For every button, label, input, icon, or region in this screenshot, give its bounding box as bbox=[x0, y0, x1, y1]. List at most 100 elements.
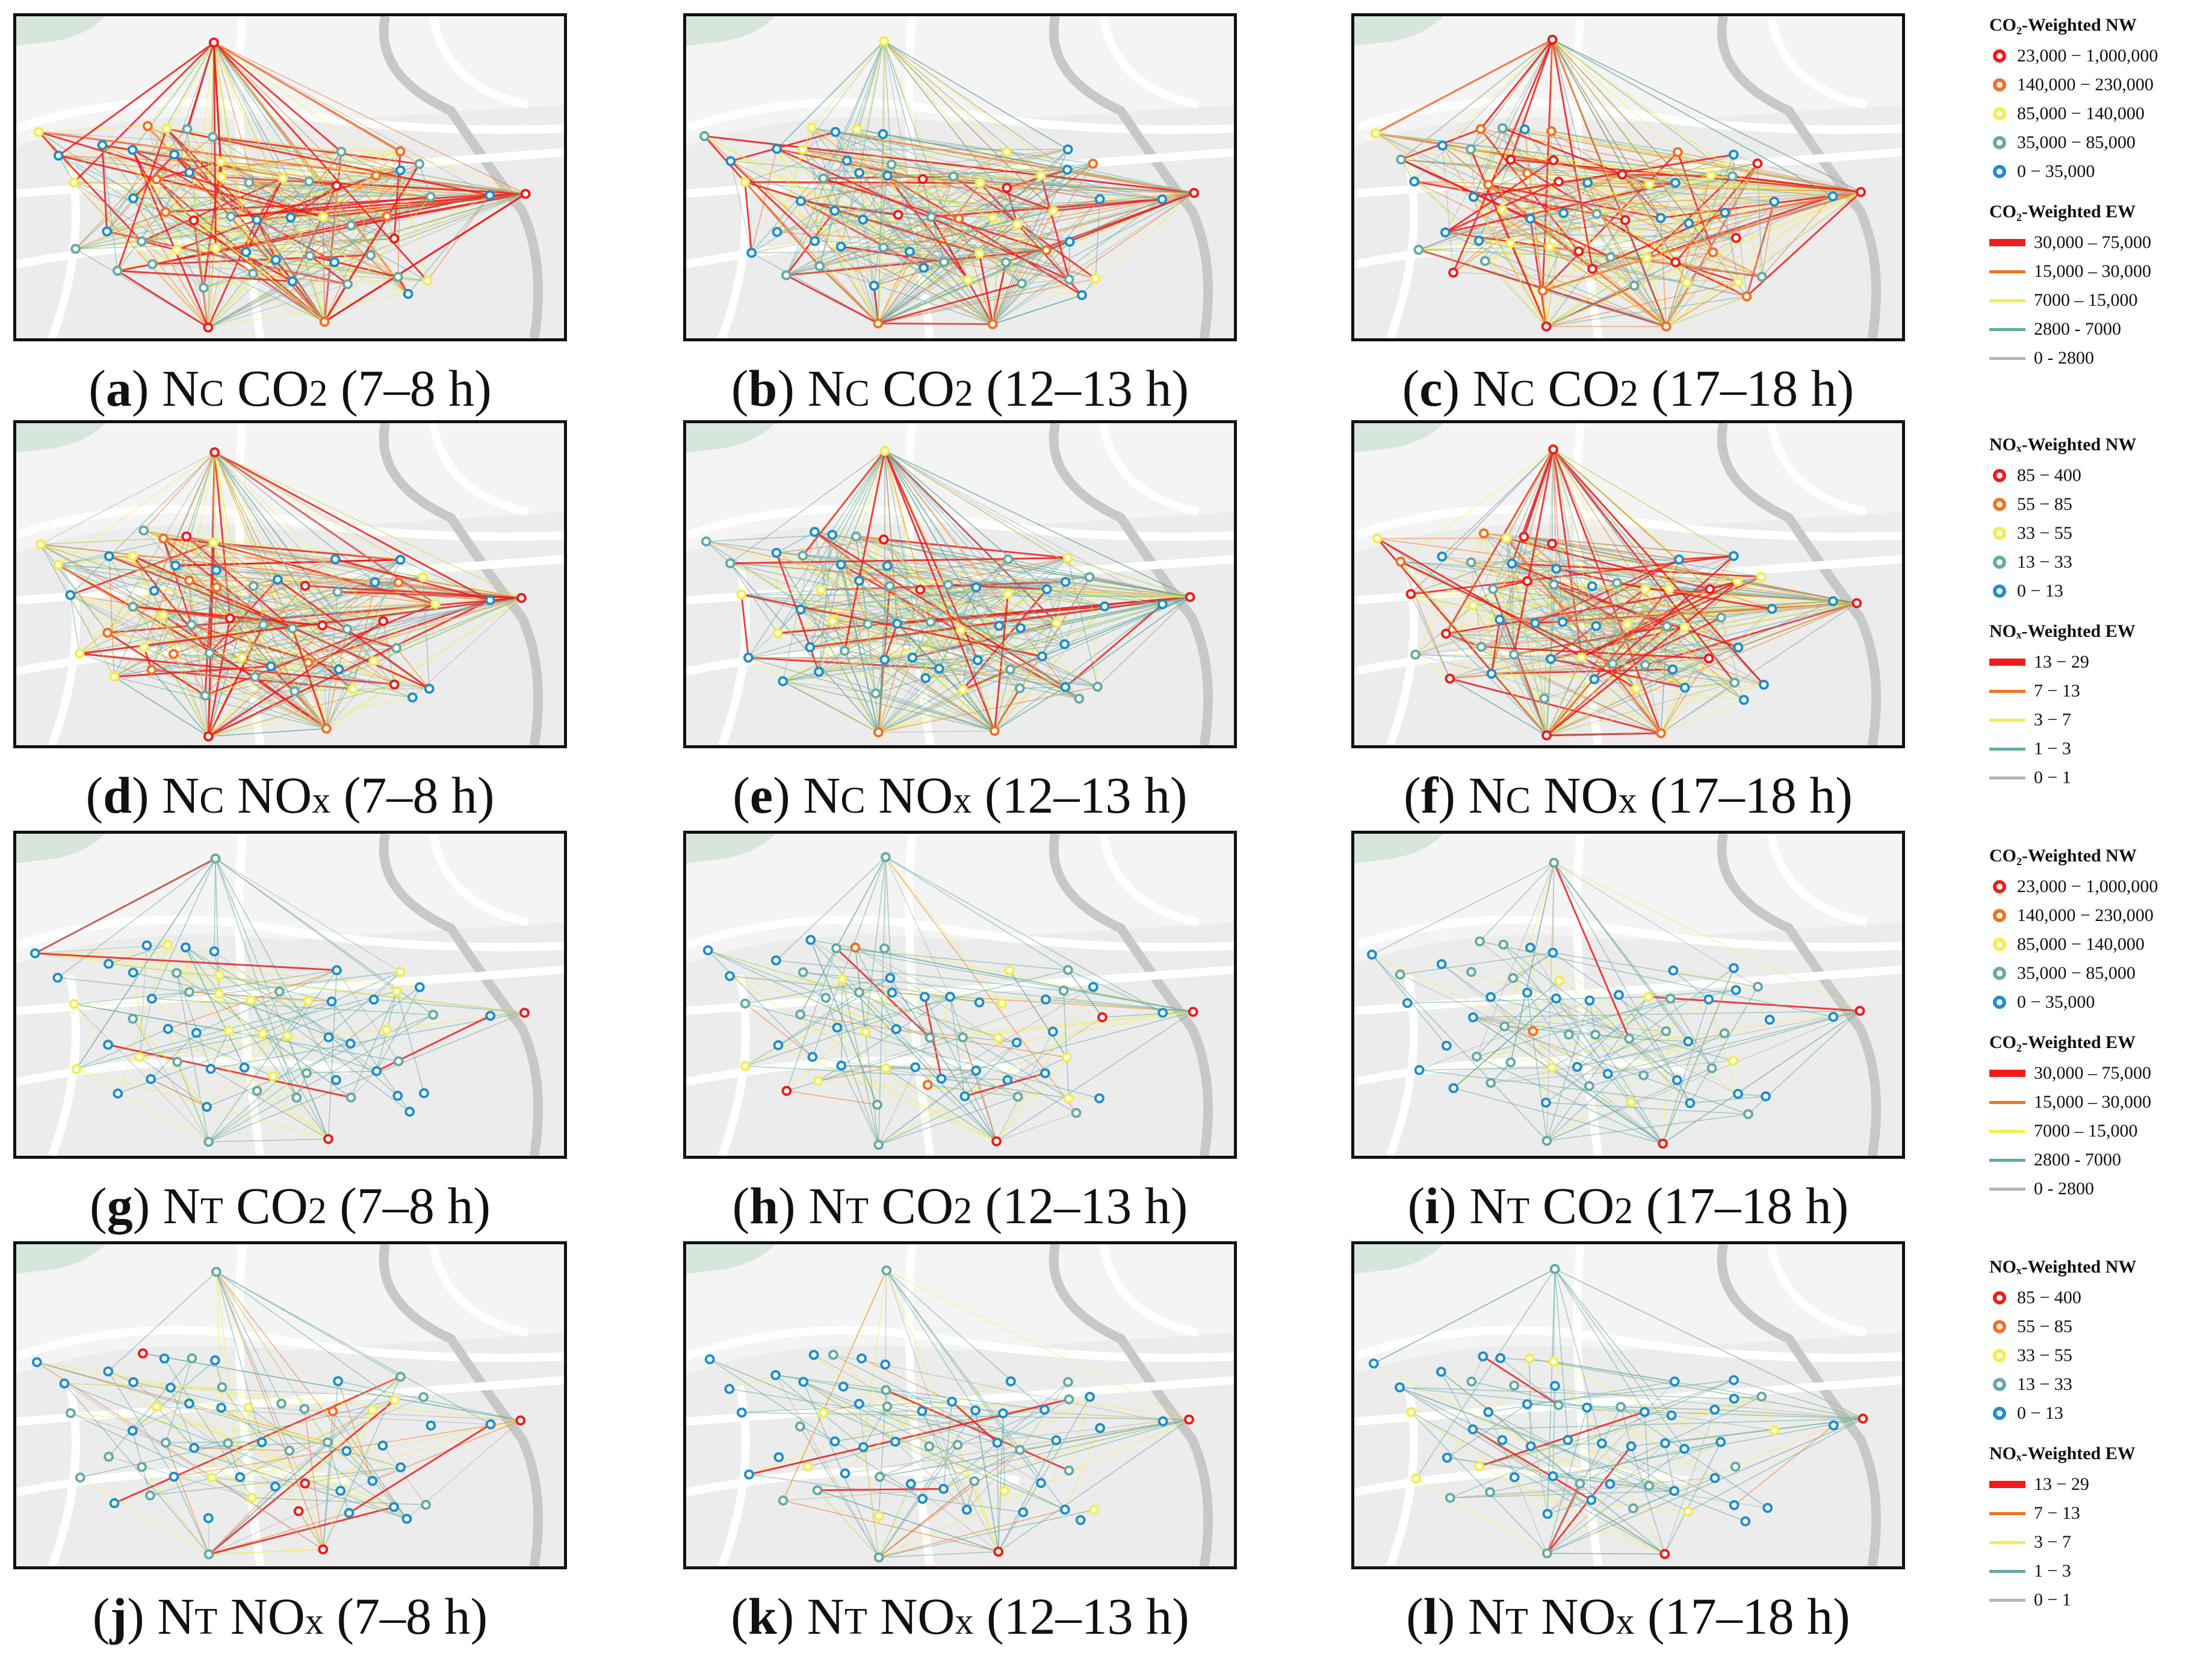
edge bbox=[885, 1067, 997, 1142]
node bbox=[1012, 1091, 1023, 1102]
node-class-1-icon bbox=[1993, 469, 2006, 482]
caption-open: ( bbox=[1404, 766, 1421, 824]
edge bbox=[290, 217, 311, 256]
edge bbox=[220, 161, 395, 239]
edge bbox=[923, 182, 981, 268]
edge bbox=[291, 628, 327, 729]
edge bbox=[208, 261, 335, 328]
caption-c: (c) NC CO2 (17–18 h) bbox=[1297, 362, 1959, 414]
edge bbox=[1491, 673, 1661, 734]
node bbox=[1584, 1081, 1594, 1091]
caption-subscript: T bbox=[1505, 1601, 1528, 1642]
node bbox=[1011, 1037, 1022, 1048]
edge bbox=[1510, 1010, 1860, 1063]
edge bbox=[885, 857, 1003, 1004]
node bbox=[158, 533, 169, 544]
edge bbox=[996, 1112, 1077, 1142]
edge bbox=[1636, 687, 1744, 701]
edge bbox=[213, 42, 401, 152]
edge bbox=[332, 1410, 407, 1519]
node bbox=[1476, 642, 1487, 652]
edge bbox=[293, 628, 397, 649]
edge bbox=[962, 689, 996, 731]
edge bbox=[817, 1410, 923, 1491]
edge bbox=[974, 1419, 1189, 1482]
edge bbox=[943, 1382, 1068, 1489]
edge bbox=[844, 650, 995, 731]
edge bbox=[58, 155, 75, 183]
node bbox=[1466, 557, 1476, 568]
edge bbox=[996, 1011, 1194, 1142]
edge bbox=[1554, 1361, 1762, 1397]
edge bbox=[1648, 996, 1860, 1012]
edge bbox=[1732, 175, 1861, 193]
node bbox=[1508, 973, 1519, 984]
node bbox=[1727, 171, 1738, 182]
edge bbox=[58, 155, 325, 323]
edge bbox=[1674, 261, 1747, 297]
legend-label: 85,000 − 140,000 bbox=[2017, 104, 2145, 123]
node bbox=[138, 642, 149, 653]
node-class-1-icon bbox=[1993, 880, 2006, 893]
node bbox=[235, 1472, 246, 1483]
edge bbox=[262, 1033, 377, 1072]
edge bbox=[207, 618, 231, 737]
edge bbox=[1441, 963, 1689, 1042]
caption-letter: f bbox=[1420, 766, 1439, 824]
caption-network: ) N bbox=[1442, 359, 1510, 417]
node bbox=[1590, 1029, 1601, 1040]
edge bbox=[117, 154, 175, 271]
caption-pollutant: CO2 bbox=[224, 359, 328, 417]
node bbox=[1733, 1088, 1743, 1099]
edge bbox=[213, 42, 409, 294]
node bbox=[414, 982, 425, 993]
edge bbox=[886, 1270, 976, 1411]
edge bbox=[962, 1011, 1194, 1038]
edge bbox=[786, 253, 980, 276]
node bbox=[1544, 241, 1555, 252]
edge bbox=[1601, 1443, 1675, 1492]
legend-label: 13 − 33 bbox=[2017, 1374, 2072, 1394]
node bbox=[151, 1401, 162, 1412]
edge bbox=[1415, 555, 1734, 656]
edge bbox=[1479, 941, 1644, 1076]
edge bbox=[1664, 1409, 1715, 1554]
edge bbox=[878, 323, 993, 325]
edge bbox=[1502, 209, 1725, 213]
node bbox=[1664, 583, 1674, 594]
edge bbox=[1757, 163, 1861, 193]
edge bbox=[859, 1403, 998, 1444]
edge bbox=[1551, 1067, 1664, 1144]
node bbox=[1041, 245, 1052, 255]
edge bbox=[1546, 1075, 1644, 1141]
node bbox=[1000, 257, 1011, 268]
edge bbox=[841, 1065, 915, 1068]
network-map-panel-k bbox=[683, 1241, 1237, 1569]
edge bbox=[1644, 1411, 1863, 1419]
edge bbox=[878, 187, 1008, 324]
edge bbox=[143, 530, 436, 605]
node bbox=[987, 319, 998, 329]
node bbox=[836, 1060, 847, 1071]
edge bbox=[73, 182, 291, 218]
edge bbox=[163, 559, 401, 616]
node bbox=[1468, 191, 1479, 202]
basemap-road bbox=[48, 1385, 80, 1566]
node bbox=[1445, 1492, 1455, 1503]
edge bbox=[1502, 128, 1861, 193]
node bbox=[1703, 653, 1714, 664]
edge bbox=[1671, 1415, 1775, 1431]
edge bbox=[400, 559, 491, 601]
node bbox=[1088, 982, 1098, 992]
edge bbox=[186, 536, 401, 560]
edge bbox=[1414, 533, 1484, 655]
edge bbox=[338, 1380, 521, 1421]
edge bbox=[208, 281, 293, 328]
network-map-l bbox=[1354, 1244, 1902, 1566]
node bbox=[878, 129, 888, 140]
node bbox=[999, 1486, 1010, 1496]
node bbox=[1094, 1093, 1104, 1103]
caption-network: ) N bbox=[776, 1587, 844, 1645]
edge bbox=[1487, 1412, 1548, 1554]
edge bbox=[1554, 1268, 1685, 1450]
